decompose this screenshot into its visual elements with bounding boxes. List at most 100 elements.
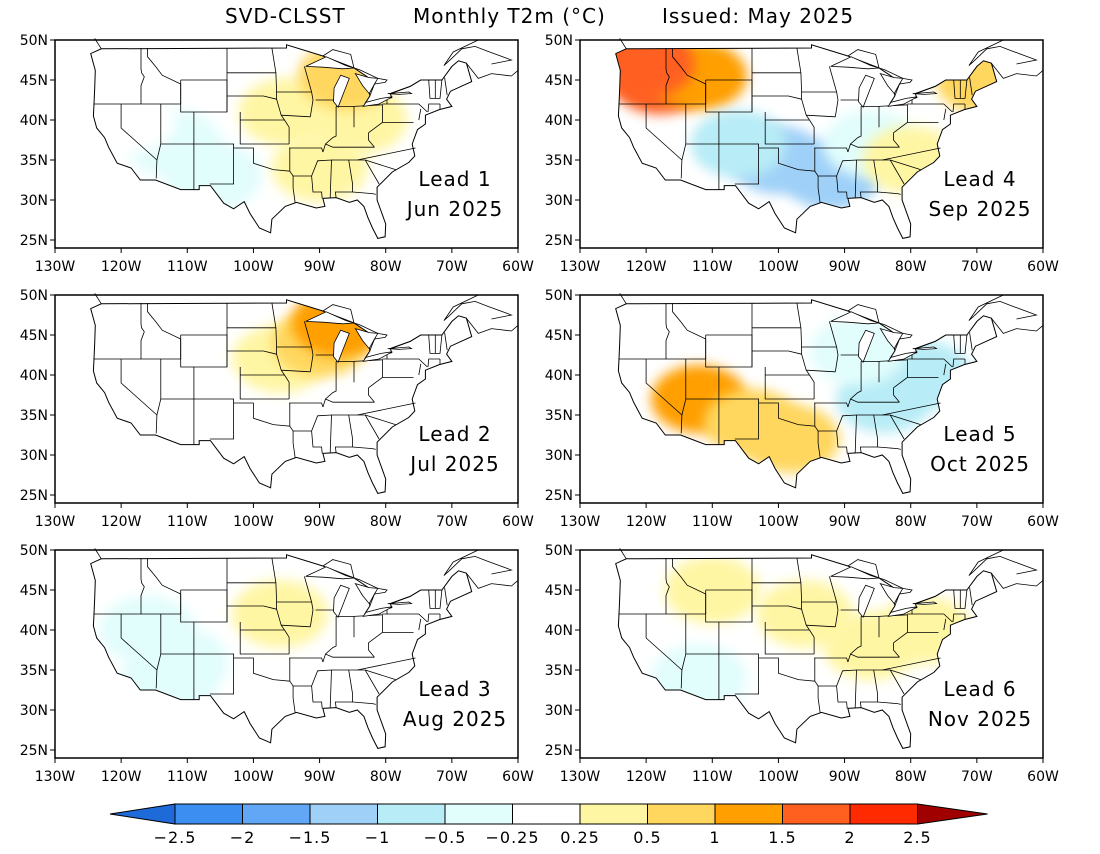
- lat-tick-label: 35N: [545, 663, 573, 679]
- great-lake: [912, 346, 938, 350]
- state-border: [365, 414, 396, 425]
- lon-tick-label: 100W: [233, 769, 274, 785]
- lon-tick-label: 110W: [692, 259, 733, 275]
- state-border: [427, 103, 440, 113]
- colorbar-label: −2.5: [154, 828, 197, 847]
- state-border: [276, 602, 285, 631]
- state-border: [829, 66, 839, 117]
- state-border: [289, 170, 323, 199]
- month-label: Aug 2025: [403, 707, 507, 731]
- lat-tick-label: 30N: [545, 448, 573, 464]
- lat-tick-label: 45N: [545, 583, 573, 599]
- state-border: [847, 361, 862, 408]
- state-border: [325, 653, 375, 658]
- state-border: [365, 159, 396, 170]
- lat-tick-label: 30N: [545, 703, 573, 719]
- great-lake: [887, 96, 918, 107]
- lon-tick-label: 70W: [436, 259, 468, 275]
- state-border: [685, 589, 753, 655]
- anomaly-field: [90, 44, 408, 210]
- state-border: [368, 387, 375, 403]
- state-border: [893, 387, 900, 403]
- lat-tick-label: 35N: [545, 408, 573, 424]
- map-panel-lead-5: 130W 120W 110W 100W 90W 80W 70W 60W 50N 45N 40N 35N…: [525, 288, 1059, 541]
- state-border: [160, 79, 228, 145]
- state-border: [160, 334, 228, 400]
- lon-tick-label: 90W: [829, 769, 861, 785]
- lon-tick-label: 130W: [560, 769, 601, 785]
- lon-tick-label: 70W: [436, 514, 468, 530]
- map-frame: [579, 294, 1044, 504]
- state-border: [814, 170, 848, 199]
- state-border: [718, 143, 759, 185]
- state-border: [836, 414, 857, 453]
- state-border: [387, 613, 428, 623]
- state-border: [193, 143, 234, 185]
- map-panel-lead-6: 130W 120W 110W 100W 90W 80W 70W 60W 50N 45N 40N 35N…: [525, 543, 1059, 796]
- state-border: [357, 402, 416, 416]
- state-border: [764, 622, 815, 655]
- colorbar-label: 1.5: [768, 828, 796, 847]
- anomaly-blob: [165, 142, 262, 210]
- state-border: [806, 369, 836, 373]
- state-border: [969, 77, 973, 96]
- lead-label: Lead 3: [418, 677, 491, 701]
- colorbar-swatch: [377, 803, 446, 825]
- state-border: [368, 632, 414, 644]
- state-border: [120, 614, 158, 689]
- state-border: [836, 159, 857, 198]
- state-border: [357, 147, 416, 161]
- colorbar-swatch: [444, 803, 513, 825]
- lon-tick-label: 120W: [101, 259, 142, 275]
- lon-tick-label: 120W: [626, 769, 667, 785]
- lat-tick-label: 40N: [545, 113, 573, 129]
- lon-tick-label: 70W: [961, 769, 993, 785]
- lead-label: Lead 5: [943, 422, 1016, 446]
- great-lake: [887, 351, 918, 362]
- state-border: [817, 686, 821, 713]
- lat-tick-label: 40N: [20, 623, 48, 639]
- coastline: [443, 39, 513, 66]
- lon-tick-label: 80W: [370, 259, 402, 275]
- colorbar-label: 0.5: [633, 828, 661, 847]
- state-border: [331, 159, 353, 198]
- lon-tick-label: 130W: [35, 514, 76, 530]
- month-label: Jul 2025: [408, 452, 499, 476]
- lat-tick-label: 25N: [545, 488, 573, 504]
- coastline: [466, 572, 519, 589]
- issued-date: Issued: May 2025: [662, 4, 855, 28]
- state-border: [705, 80, 719, 113]
- state-border: [180, 80, 194, 113]
- state-border: [681, 614, 687, 671]
- state-border: [681, 104, 687, 161]
- state-border: [387, 103, 428, 113]
- lon-tick-label: 60W: [1027, 514, 1059, 530]
- great-lake: [362, 606, 393, 617]
- lon-tick-label: 80W: [370, 514, 402, 530]
- colorbar-swatch: [849, 803, 918, 825]
- state-border: [368, 377, 414, 389]
- colorbar-swatch: [782, 803, 851, 825]
- state-border: [829, 321, 839, 372]
- state-border: [893, 132, 900, 148]
- month-label: Oct 2025: [930, 452, 1030, 476]
- state-border: [758, 402, 816, 427]
- colorbar-legend: −2.5 −2 −1.5 −1 −0.5 −0.25 0.25 0.5 1 1.5 2 2.5: [100, 796, 1000, 850]
- lat-tick-label: 45N: [20, 328, 48, 344]
- state-border: [325, 398, 375, 403]
- lon-tick-label: 90W: [829, 514, 861, 530]
- state-border: [368, 132, 375, 148]
- lat-tick-label: 45N: [20, 583, 48, 599]
- state-border: [193, 653, 234, 695]
- lon-tick-label: 100W: [233, 514, 274, 530]
- state-border: [952, 613, 965, 623]
- lon-tick-label: 100W: [758, 769, 799, 785]
- colorbar-swatch: [309, 803, 378, 825]
- state-border: [817, 431, 821, 458]
- lat-tick-label: 50N: [545, 543, 573, 559]
- state-border: [836, 669, 857, 708]
- state-border: [752, 350, 802, 355]
- coastline: [353, 577, 388, 607]
- state-border: [718, 653, 759, 695]
- state-border: [814, 147, 849, 153]
